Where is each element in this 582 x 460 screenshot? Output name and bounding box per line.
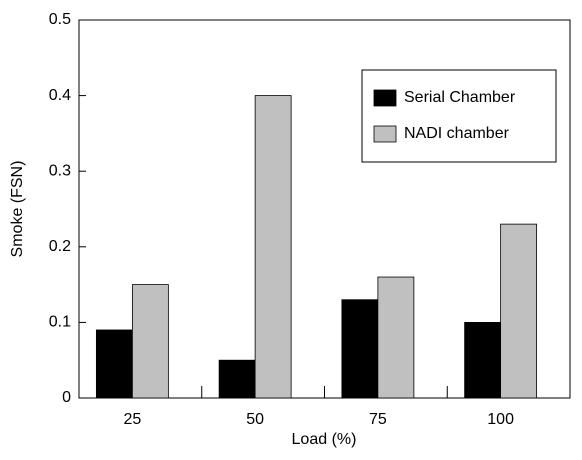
bar — [254, 95, 292, 399]
y-tick-label: 0.1 — [49, 314, 71, 331]
bar — [131, 284, 169, 399]
y-tick-label: 0.4 — [49, 87, 71, 104]
legend-label: Serial Chamber — [404, 89, 516, 106]
x-tick-label: 50 — [246, 411, 264, 428]
bar — [95, 329, 133, 399]
x-tick-label: 25 — [123, 411, 141, 428]
bar — [464, 321, 502, 399]
y-tick-label: 0 — [62, 389, 71, 406]
legend-swatch — [373, 89, 397, 107]
y-tick-label: 0.2 — [49, 238, 71, 255]
x-tick-label: 100 — [487, 411, 514, 428]
x-axis-label: Load (%) — [292, 431, 357, 448]
bar — [377, 276, 415, 399]
y-axis-label: Smoke (FSN) — [9, 161, 26, 258]
bar — [500, 223, 538, 399]
y-tick-label: 0.3 — [49, 162, 71, 179]
legend-box — [361, 69, 557, 163]
y-tick-label: 0.5 — [49, 11, 71, 28]
x-tick-label: 75 — [369, 411, 387, 428]
bar — [218, 359, 256, 399]
legend-label: NADI chamber — [404, 125, 510, 142]
bar — [341, 299, 379, 399]
legend-swatch — [373, 125, 397, 143]
